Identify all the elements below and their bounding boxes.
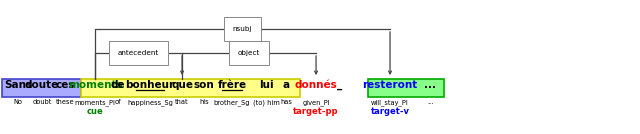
Text: target-pp: target-pp bbox=[293, 107, 339, 116]
Text: moments: moments bbox=[68, 80, 122, 90]
Text: a: a bbox=[282, 80, 290, 90]
Text: of: of bbox=[115, 99, 122, 105]
Text: bonheur: bonheur bbox=[125, 80, 175, 90]
Text: frère: frère bbox=[218, 80, 246, 90]
Text: Sans: Sans bbox=[4, 80, 32, 90]
FancyBboxPatch shape bbox=[81, 79, 300, 97]
Text: happiness_Sg: happiness_Sg bbox=[127, 99, 173, 106]
Text: ...: ... bbox=[424, 80, 436, 90]
Text: has: has bbox=[280, 99, 292, 105]
Text: moments_Pl: moments_Pl bbox=[75, 99, 116, 106]
FancyBboxPatch shape bbox=[2, 79, 81, 97]
Text: antecedent: antecedent bbox=[118, 50, 159, 56]
Text: lui: lui bbox=[259, 80, 273, 90]
Text: cue: cue bbox=[87, 107, 104, 116]
FancyBboxPatch shape bbox=[368, 79, 444, 97]
Text: donnés: donnés bbox=[294, 80, 337, 90]
Text: (to) him: (to) him bbox=[253, 99, 280, 105]
Text: that: that bbox=[175, 99, 189, 105]
Text: given_Pl: given_Pl bbox=[302, 99, 330, 106]
Text: _: _ bbox=[337, 80, 342, 90]
Text: resteront: resteront bbox=[362, 80, 418, 90]
Text: will_stay_Pl: will_stay_Pl bbox=[371, 99, 409, 106]
Text: brother_Sg: brother_Sg bbox=[214, 99, 250, 106]
Text: No: No bbox=[13, 99, 22, 105]
Text: son: son bbox=[194, 80, 214, 90]
Text: object: object bbox=[238, 50, 260, 56]
Text: his: his bbox=[199, 99, 209, 105]
Text: de: de bbox=[111, 80, 125, 90]
Text: doute: doute bbox=[25, 80, 60, 90]
Text: nsubj: nsubj bbox=[233, 26, 252, 32]
Text: que: que bbox=[171, 80, 193, 90]
Text: ces: ces bbox=[55, 80, 75, 90]
Text: these: these bbox=[56, 99, 74, 105]
Text: target-v: target-v bbox=[371, 107, 410, 116]
Text: doubt: doubt bbox=[33, 99, 52, 105]
Text: ...: ... bbox=[427, 99, 433, 105]
